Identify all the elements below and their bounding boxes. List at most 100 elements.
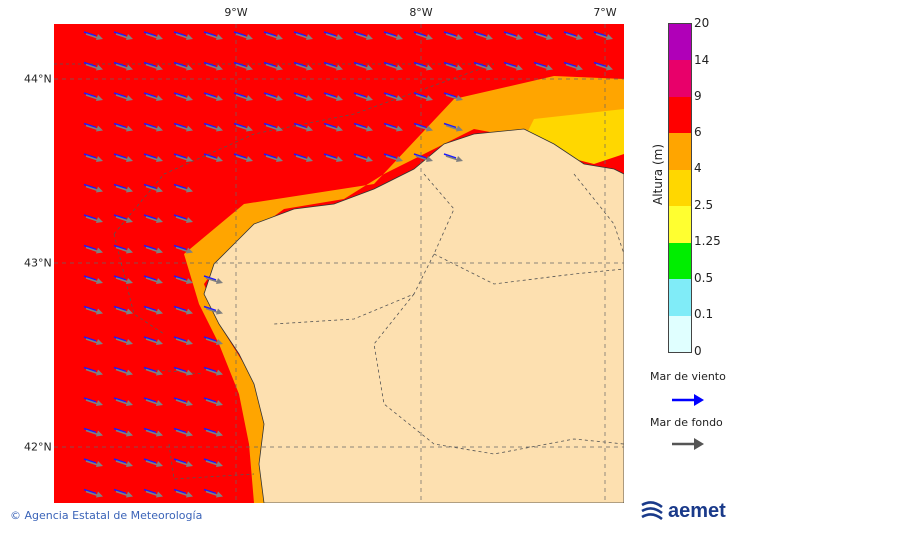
wave-arrow [353,153,373,162]
wave-arrow [113,61,133,71]
wave-arrow [383,61,403,71]
wave-arrow [413,61,433,71]
colorbar-level-label: 0.5 [694,271,714,285]
wave-arrow [143,244,163,254]
wave-arrow [113,427,133,437]
map-canvas [54,24,624,503]
wave-arrow [173,31,193,40]
wave-arrow [113,397,133,406]
wind-sea-label: Mar de viento [650,370,726,383]
wave-arrow [443,31,463,40]
aemet-logo-icon [641,500,663,520]
colorbar-level-label: 9 [694,89,702,103]
wave-arrow [143,214,163,223]
wave-arrow [173,183,193,193]
wave-arrow [173,153,193,162]
wave-arrow [203,92,223,101]
colorbar-level-label: 0.1 [694,307,714,321]
wave-arrow [203,427,223,437]
colorbar-band [669,97,691,133]
colorbar-band [669,133,691,170]
colorbar-level-label: 6 [694,125,702,139]
wave-arrow [143,458,163,467]
wave-arrow [113,214,133,223]
wave-arrow [143,122,163,132]
wave-arrow [143,305,163,315]
wave-arrow [293,31,313,40]
wave-arrow [173,488,193,498]
colorbar-band [669,24,691,60]
wave-arrow [203,305,223,315]
swell-label: Mar de fondo [650,416,723,429]
colorbar-level-label: 2.5 [694,198,714,212]
lon-tick: 7°W [593,6,617,19]
graticule [54,24,624,503]
wave-arrow [113,122,133,132]
wave-arrow [83,427,103,437]
wave-arrow [113,275,133,284]
wave-arrow [113,336,133,345]
wave-arrow [293,61,313,71]
wave-arrow [143,366,163,376]
wave-arrow [113,183,133,193]
province-borders [273,173,624,455]
wave-arrow [383,153,403,162]
wave-arrow [173,214,193,223]
wave-arrow [203,397,223,406]
wave-arrow [143,336,163,345]
wave-arrow [173,244,193,254]
wave-arrow [353,122,373,132]
wave-arrow [83,305,103,315]
wave-height-colorbar [668,23,692,353]
wind-sea-arrow-icon [672,394,704,406]
wave-arrow [173,275,193,284]
wave-arrow [593,61,613,71]
wave-arrow [413,31,433,40]
wave-arrow [83,397,103,406]
wave-arrow [203,153,223,162]
wave-arrow [563,61,583,71]
wave-arrow [83,31,103,40]
wave-arrow [413,92,433,101]
wave-arrow [233,122,253,132]
wave-arrow [563,31,583,40]
wave-arrow [353,92,373,101]
wave-arrow [323,122,343,132]
wave-arrow [293,122,313,132]
colorbar-band [669,243,691,279]
wave-arrow [533,61,553,71]
wave-arrow [503,31,523,40]
wave-direction-arrows [83,31,613,498]
wave-arrow [143,183,163,193]
wave-arrow [173,458,193,467]
wave-arrow [143,92,163,101]
wave-height-map[interactable] [54,24,624,503]
wave-arrow [83,214,103,223]
wave-arrow [383,92,403,101]
wave-arrow [173,336,193,345]
wave-arrow [263,153,283,162]
wave-arrow [233,61,253,71]
wave-arrow [173,397,193,406]
wave-arrow [83,92,103,101]
wave-arrow [413,153,433,162]
colorbar-level-label: 4 [694,161,702,175]
wave-arrow [143,488,163,498]
aemet-logo: aemet [640,500,726,523]
wave-arrow [203,488,223,498]
colorbar-level-label: 0 [694,344,702,358]
wave-arrow [503,61,523,71]
wave-arrow [113,366,133,376]
colorbar-band [669,279,691,316]
wave-arrow [203,366,223,376]
wave-arrow [113,31,133,40]
wave-arrow [143,275,163,284]
wave-arrow [83,153,103,162]
wave-arrow [323,153,343,162]
wave-arrow [113,92,133,101]
wave-arrow [353,31,373,40]
wave-arrow [263,122,283,132]
wave-arrow [83,244,103,254]
wave-arrow [443,61,463,71]
wave-arrow [83,275,103,284]
